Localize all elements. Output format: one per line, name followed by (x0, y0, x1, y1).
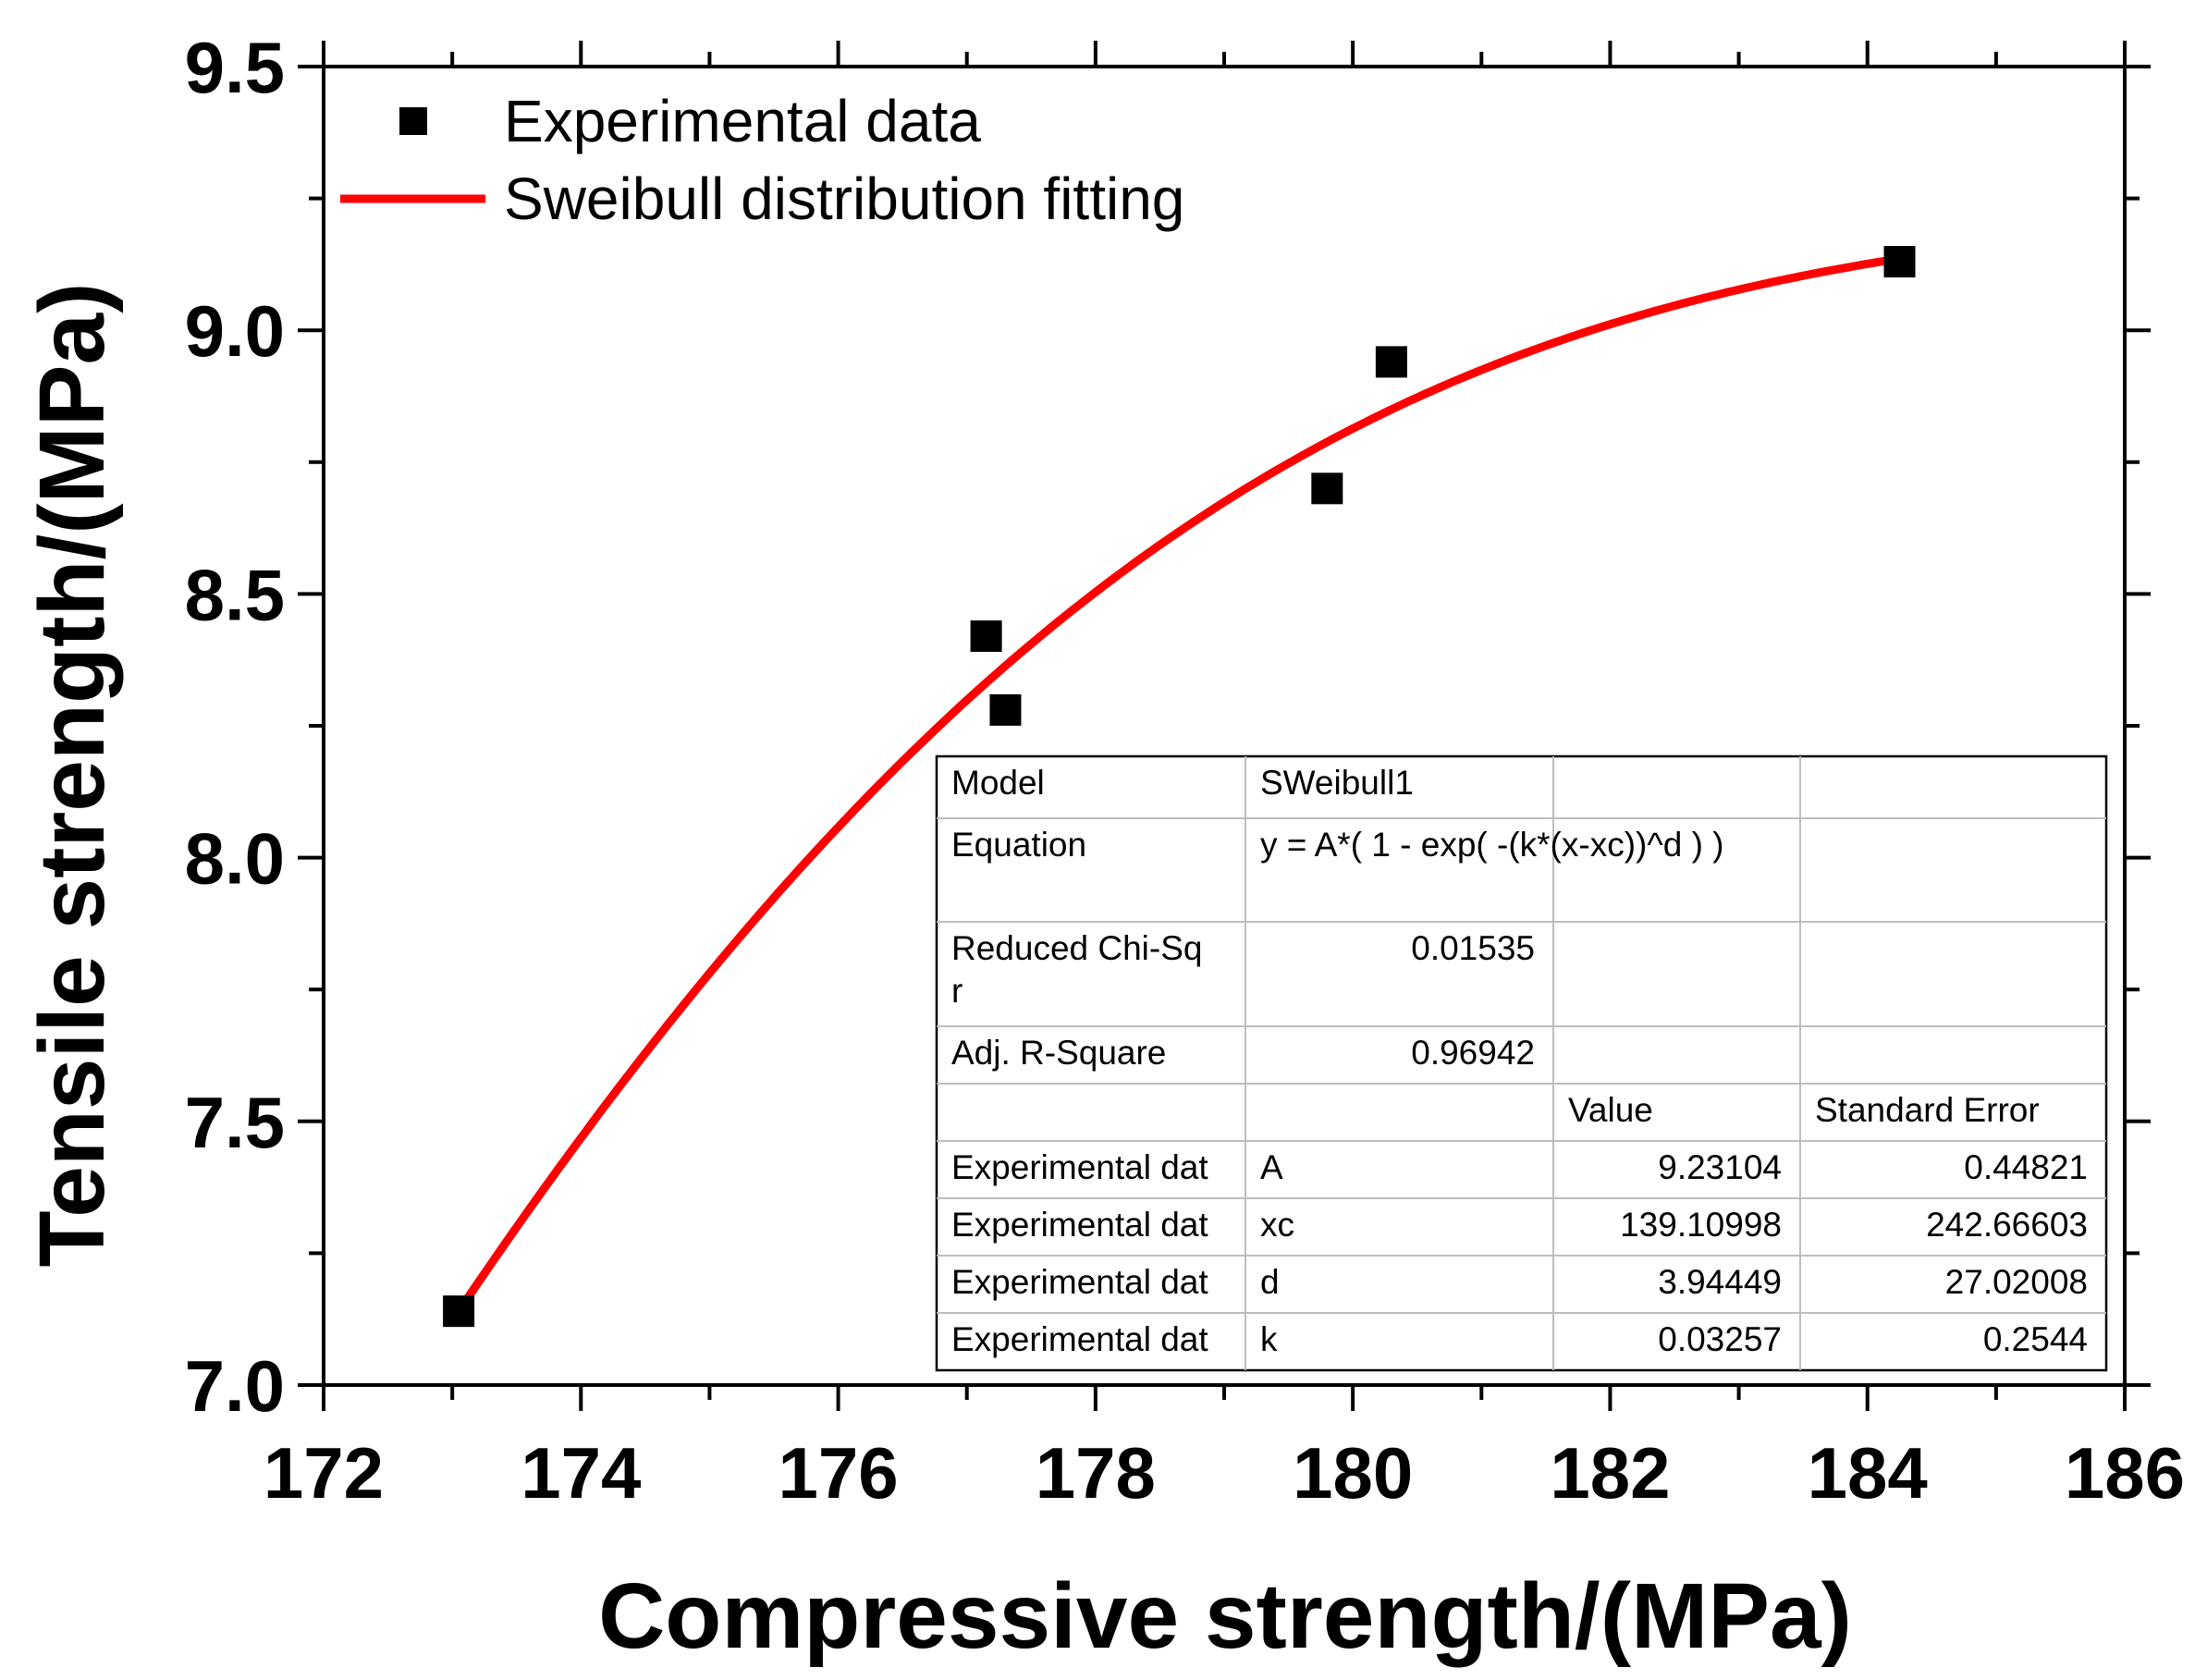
data-point (443, 1295, 475, 1328)
table-cell: 3.94449 (1658, 1263, 1782, 1301)
x-tick-label: 182 (1550, 1432, 1670, 1514)
table-cell: Model (951, 764, 1045, 802)
table-cell: y = A*( 1 - exp( -(k*(x-xc))^d ) ) (1260, 826, 1724, 864)
y-tick-label: 8.5 (185, 554, 285, 635)
y-tick-label: 9.0 (185, 290, 285, 372)
table-cell: Equation (951, 826, 1086, 864)
y-tick-label: 7.0 (185, 1345, 285, 1427)
plot-frame (322, 65, 2127, 1387)
table-frame (935, 754, 2108, 1372)
data-point (1375, 346, 1407, 378)
data-point (970, 620, 1002, 653)
table-cell: 0.44821 (1964, 1148, 2088, 1186)
table-cell: xc (1260, 1206, 1294, 1244)
table-cell: 0.01535 (1411, 929, 1535, 967)
table-cell: Adj. R-Square (951, 1034, 1166, 1072)
tick-labels: 172 174 176 178 180 182 184 186 7.0 7.5 8.0 8.5 9.0 9… (185, 27, 2186, 1514)
legend: Experimental data Sweibull distribution … (340, 88, 1184, 232)
axis-ticks (298, 41, 2151, 1411)
table-cell: 242.66603 (1926, 1206, 2088, 1244)
x-axis-title: Compressive strength/(MPa) (598, 1564, 1852, 1668)
x-tick-label: 176 (779, 1432, 899, 1514)
table-cell: 0.96942 (1411, 1034, 1535, 1072)
table-cell: 0.03257 (1658, 1320, 1782, 1358)
table-cell: Standard Error (1815, 1091, 2040, 1129)
x-tick-label: 172 (264, 1432, 384, 1514)
table-cell: d (1260, 1263, 1280, 1301)
y-tick-label: 8.0 (185, 818, 285, 900)
x-tick-label: 174 (521, 1432, 641, 1514)
legend-marker-experimental-data (399, 107, 427, 135)
fit-curve (454, 254, 1904, 1316)
table-cell: 139.10998 (1620, 1206, 1782, 1244)
table-cell: Value (1568, 1091, 1653, 1129)
legend-label-fit: Sweibull distribution fitting (504, 166, 1184, 232)
data-point (1311, 472, 1343, 505)
x-tick-label: 184 (1808, 1432, 1928, 1514)
y-tick-label: 9.5 (185, 27, 285, 108)
table-cell: 9.23104 (1658, 1148, 1782, 1186)
table-cell: Reduced Chi-Sq r (951, 929, 1202, 1010)
fit-results-table: Model SWeibull1 Equation y = A*( 1 - exp( -… (935, 754, 2108, 1372)
table-cell: SWeibull1 (1260, 764, 1414, 802)
legend-label-experimental-data: Experimental data (504, 88, 981, 154)
table-cell: k (1260, 1320, 1278, 1358)
data-point (1883, 246, 1916, 278)
table-cell: Experimental dat (951, 1206, 1208, 1244)
x-tick-label: 178 (1036, 1432, 1156, 1514)
y-axis-title: Tensile strength/(MPa) (20, 283, 124, 1268)
table-cell: Experimental dat (951, 1263, 1208, 1301)
table-cell: A (1260, 1148, 1283, 1186)
y-tick-label: 7.5 (185, 1082, 285, 1163)
fit-line-layer (454, 254, 1904, 1316)
table-cell: Experimental dat (951, 1320, 1208, 1358)
x-tick-label: 180 (1293, 1432, 1413, 1514)
data-point (989, 693, 1022, 726)
table-cell: 27.02008 (1945, 1263, 2088, 1301)
x-tick-label: 186 (2065, 1432, 2185, 1514)
table-cell: 0.2544 (1983, 1320, 2088, 1358)
table-cell: Experimental dat (951, 1148, 1208, 1186)
points-layer (443, 246, 1916, 1328)
